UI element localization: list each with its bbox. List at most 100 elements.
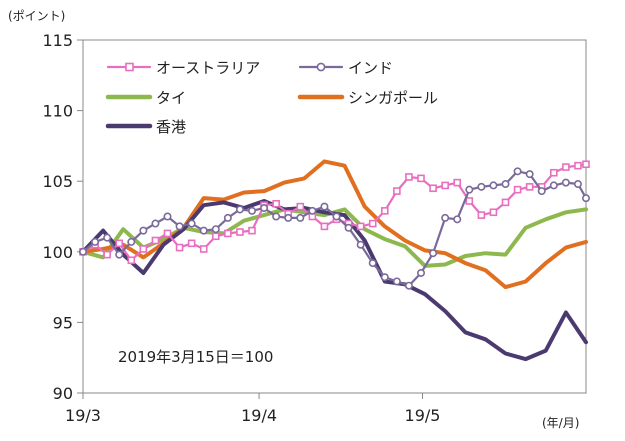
series-layer xyxy=(79,159,590,362)
y-tick-label: 115 xyxy=(42,31,73,50)
legend-marker xyxy=(316,62,326,72)
data-point xyxy=(224,229,232,238)
data-point xyxy=(368,259,377,268)
data-point xyxy=(236,228,244,236)
data-point xyxy=(561,178,570,187)
y-tick-label: 90 xyxy=(53,384,73,403)
data-point xyxy=(562,163,570,171)
data-point xyxy=(356,240,365,249)
data-point xyxy=(501,180,510,189)
data-point xyxy=(272,199,280,208)
data-point xyxy=(260,204,269,213)
data-point xyxy=(139,226,148,235)
legend-marker xyxy=(125,62,134,72)
data-point xyxy=(429,184,437,193)
data-point xyxy=(211,232,220,241)
legend-label: シンガポール xyxy=(348,89,438,107)
data-point xyxy=(573,180,582,189)
data-point xyxy=(465,197,474,205)
x-unit-label: (年/月) xyxy=(542,416,579,430)
data-point xyxy=(320,202,329,211)
data-point xyxy=(248,206,257,215)
data-point xyxy=(284,213,293,222)
data-point xyxy=(332,212,341,221)
legend-item: オーストラリア xyxy=(106,59,260,77)
data-point xyxy=(127,256,136,265)
data-point xyxy=(537,187,546,196)
data-point xyxy=(404,281,413,290)
data-point xyxy=(489,181,498,190)
data-point xyxy=(103,233,112,242)
data-point xyxy=(91,237,100,246)
data-point xyxy=(187,219,196,228)
data-point xyxy=(320,222,329,231)
legend-item: シンガポール xyxy=(297,89,438,107)
y-unit-label: (ポイント) xyxy=(8,9,65,23)
data-point xyxy=(223,213,232,222)
data-point xyxy=(356,222,365,231)
data-point xyxy=(393,187,401,195)
data-point xyxy=(296,202,305,211)
data-point xyxy=(392,277,401,286)
y-tick-label: 110 xyxy=(42,102,73,121)
data-point xyxy=(187,239,196,248)
data-point xyxy=(417,268,426,277)
legend-label: オーストラリア xyxy=(156,59,260,77)
plot-area xyxy=(82,39,587,394)
legend-label: タイ xyxy=(156,89,186,107)
y-tick-label: 105 xyxy=(42,172,73,191)
data-point xyxy=(513,185,522,194)
data-point xyxy=(550,168,558,177)
data-point xyxy=(296,213,305,222)
legend-item: インド xyxy=(298,59,393,77)
data-point xyxy=(525,170,534,179)
data-point xyxy=(151,236,160,245)
data-point xyxy=(308,206,317,215)
chart-annotation: 2019年3月15日＝100 xyxy=(118,348,273,366)
data-point xyxy=(477,211,486,219)
x-axis: 19/3 19/4 19/5 xyxy=(65,393,440,425)
series-line xyxy=(81,170,588,287)
data-point xyxy=(429,249,438,258)
data-point xyxy=(127,237,136,246)
data-point xyxy=(199,226,208,235)
data-point xyxy=(405,173,413,181)
data-point xyxy=(103,250,111,259)
data-point xyxy=(441,213,450,222)
data-point xyxy=(199,245,208,253)
x-tick-label: 19/5 xyxy=(405,406,441,425)
data-point xyxy=(235,205,244,214)
legend-label: インド xyxy=(348,59,393,77)
y-tick-label: 100 xyxy=(42,243,73,262)
data-point xyxy=(465,185,474,194)
series-2 xyxy=(79,167,590,290)
data-point xyxy=(248,226,256,235)
data-point xyxy=(344,223,353,232)
data-point xyxy=(513,167,522,176)
plot-frame xyxy=(82,39,587,394)
data-point xyxy=(211,225,220,234)
data-point xyxy=(380,207,389,215)
data-point xyxy=(163,229,172,238)
data-point xyxy=(453,215,462,224)
y-axis: 90 95 100 105 110 115 xyxy=(42,31,83,403)
data-point xyxy=(380,273,389,282)
data-point xyxy=(175,222,184,231)
data-point xyxy=(501,198,510,207)
data-point xyxy=(477,182,486,191)
data-point xyxy=(79,247,88,256)
y-tick-label: 95 xyxy=(53,313,73,332)
data-point xyxy=(163,212,172,221)
data-point xyxy=(453,178,462,187)
data-point xyxy=(272,212,281,221)
data-point xyxy=(175,243,184,252)
data-point xyxy=(581,194,590,203)
data-point xyxy=(115,239,124,248)
data-point xyxy=(549,181,558,190)
data-point xyxy=(139,245,148,253)
data-point xyxy=(115,250,124,259)
legend-item: タイ xyxy=(105,89,186,107)
data-point xyxy=(441,181,449,190)
